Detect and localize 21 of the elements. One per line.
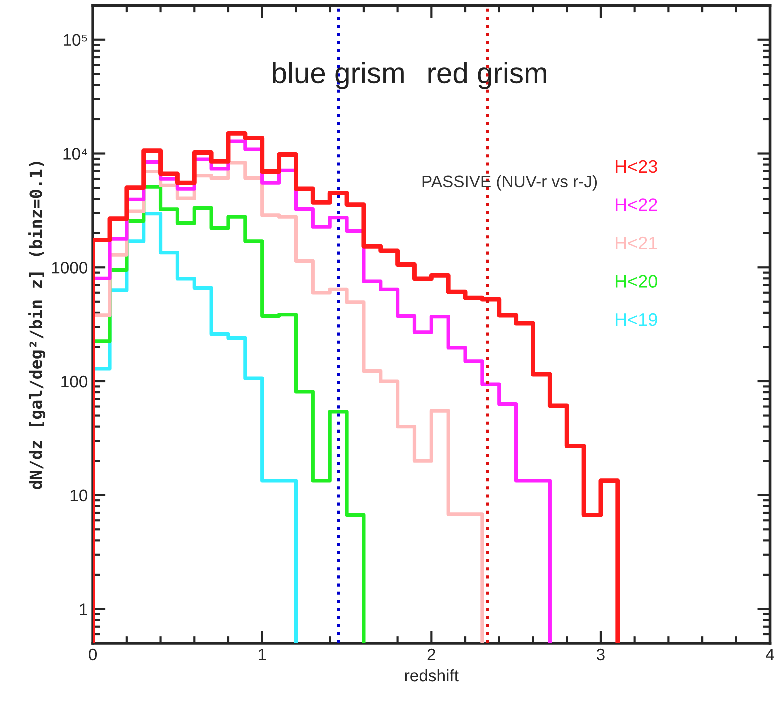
x-tick-label: 0 — [89, 648, 98, 661]
y-tick-label: 10⁴ — [64, 148, 88, 160]
annotation: PASSIVE (NUV-r vs r-J) — [422, 175, 598, 191]
x-tick-label: 1 — [259, 648, 266, 660]
y-axis-title: dN/dz [gal/deg²/bin z] (binz=0.1) — [28, 162, 46, 490]
text: H<20 — [616, 275, 658, 288]
y-tick-label: 1000 — [52, 262, 88, 274]
ref-line-label: red grism — [428, 62, 546, 90]
x-tick-label: 2 — [428, 648, 436, 660]
y-tick-label: 1 — [80, 604, 88, 616]
x-tick-label: 3 — [596, 648, 605, 661]
text: H<22 — [616, 198, 658, 212]
y-tick-label: 100 — [62, 376, 88, 388]
ref-line-label: blue grism — [273, 62, 404, 90]
text: H<19 — [616, 313, 658, 326]
y-tick-label: 10⁵ — [64, 34, 88, 46]
text: H<23 — [616, 160, 658, 174]
x-axis-title: redshift — [405, 669, 459, 682]
y-tick-label: 10 — [70, 490, 88, 502]
text: H<21 — [616, 236, 658, 250]
x-tick-label: 4 — [766, 648, 774, 660]
